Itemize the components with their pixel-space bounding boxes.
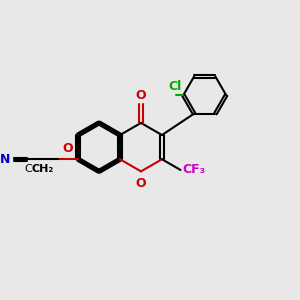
Text: O: O	[63, 142, 74, 155]
Text: O: O	[136, 89, 146, 102]
Text: CH₂: CH₂	[31, 164, 53, 174]
Text: N: N	[0, 153, 11, 166]
Text: CF₃: CF₃	[183, 164, 206, 176]
Text: O: O	[136, 176, 146, 190]
Text: C: C	[24, 164, 32, 174]
Text: Cl: Cl	[168, 80, 182, 93]
